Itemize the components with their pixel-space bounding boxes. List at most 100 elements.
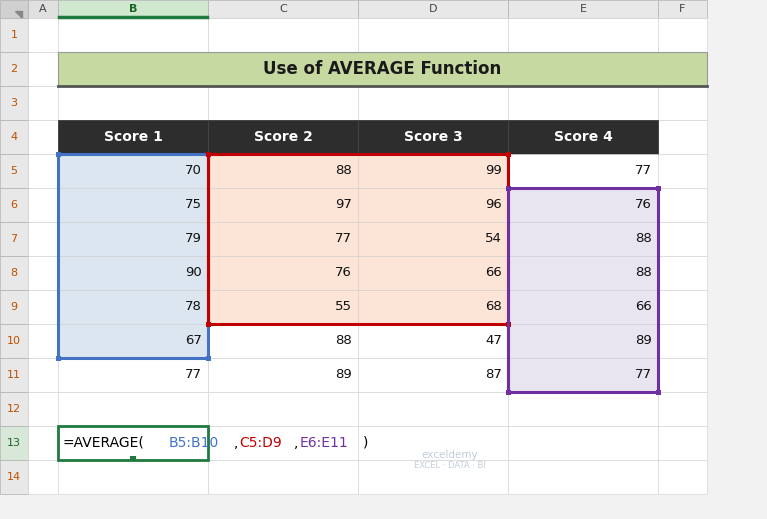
Text: 9: 9 — [11, 302, 18, 312]
Bar — [28, 426, 58, 460]
Bar — [508, 256, 658, 290]
Bar — [58, 256, 208, 290]
Text: 77: 77 — [635, 368, 652, 381]
Bar — [508, 120, 658, 154]
Bar — [658, 86, 707, 120]
Bar — [508, 222, 658, 256]
Bar — [656, 185, 660, 190]
Bar — [358, 222, 508, 256]
Bar — [508, 188, 658, 222]
Text: 88: 88 — [635, 233, 652, 245]
Bar — [505, 389, 511, 394]
Bar — [658, 358, 707, 392]
Bar — [28, 188, 58, 222]
Text: 4: 4 — [11, 132, 18, 142]
Bar — [508, 290, 658, 324]
Bar — [208, 86, 358, 120]
Text: 8: 8 — [11, 268, 18, 278]
Text: ,: , — [295, 436, 298, 450]
Bar — [208, 460, 358, 494]
Bar — [208, 0, 358, 18]
Bar — [0, 52, 28, 86]
Bar — [208, 120, 358, 154]
Bar — [0, 86, 28, 120]
Bar — [358, 256, 508, 290]
Bar — [508, 290, 658, 324]
Bar — [358, 392, 508, 426]
Bar — [208, 154, 358, 188]
Bar — [58, 426, 208, 460]
Polygon shape — [15, 10, 21, 18]
Bar — [508, 120, 658, 154]
Text: B5:B10: B5:B10 — [169, 436, 219, 450]
Text: C: C — [279, 4, 287, 14]
Bar — [658, 0, 707, 18]
Text: 66: 66 — [635, 301, 652, 313]
Bar — [28, 358, 58, 392]
Bar — [358, 52, 508, 86]
Bar — [358, 324, 508, 358]
Bar — [358, 426, 508, 460]
Text: 87: 87 — [485, 368, 502, 381]
Text: 3: 3 — [11, 98, 18, 108]
Bar — [0, 18, 28, 52]
Bar — [206, 321, 210, 326]
Bar — [505, 321, 511, 326]
Text: 77: 77 — [335, 233, 352, 245]
Bar — [508, 324, 658, 358]
Bar — [208, 426, 358, 460]
Text: D: D — [429, 4, 437, 14]
Bar — [208, 188, 358, 222]
Text: Use of AVERAGE Function: Use of AVERAGE Function — [263, 60, 502, 78]
Bar — [208, 324, 358, 358]
Bar — [508, 52, 658, 86]
Bar — [358, 120, 508, 154]
Bar — [358, 358, 508, 392]
Bar — [508, 426, 658, 460]
Bar — [206, 152, 210, 157]
Bar — [0, 290, 28, 324]
Bar — [505, 152, 511, 157]
Text: 47: 47 — [485, 335, 502, 348]
Bar — [358, 290, 508, 324]
Bar — [0, 120, 28, 154]
Bar — [206, 356, 210, 361]
Text: 96: 96 — [486, 198, 502, 212]
Text: 7: 7 — [11, 234, 18, 244]
Text: 54: 54 — [485, 233, 502, 245]
Bar — [508, 358, 658, 392]
Bar — [208, 18, 358, 52]
Bar — [58, 18, 208, 52]
Bar — [58, 358, 208, 392]
Text: 88: 88 — [635, 266, 652, 280]
Bar — [508, 18, 658, 52]
Bar — [0, 0, 28, 18]
Bar — [208, 358, 358, 392]
Bar — [58, 154, 208, 188]
Bar — [58, 392, 208, 426]
Bar — [206, 152, 210, 157]
Bar — [656, 389, 660, 394]
Text: 12: 12 — [7, 404, 21, 414]
Bar — [58, 154, 208, 188]
Bar — [0, 358, 28, 392]
Bar — [58, 120, 208, 154]
Text: B: B — [129, 4, 137, 14]
Bar — [58, 188, 208, 222]
Bar — [658, 18, 707, 52]
Text: 89: 89 — [335, 368, 352, 381]
Bar — [208, 154, 508, 324]
Bar — [28, 0, 58, 18]
Bar — [358, 18, 508, 52]
Text: 90: 90 — [186, 266, 202, 280]
Text: E: E — [580, 4, 587, 14]
Bar — [0, 324, 28, 358]
Bar — [658, 426, 707, 460]
Bar — [658, 188, 707, 222]
Bar — [658, 460, 707, 494]
Bar — [505, 185, 511, 190]
Text: 89: 89 — [635, 335, 652, 348]
Bar — [58, 290, 208, 324]
Text: 88: 88 — [335, 335, 352, 348]
Bar — [208, 256, 358, 290]
